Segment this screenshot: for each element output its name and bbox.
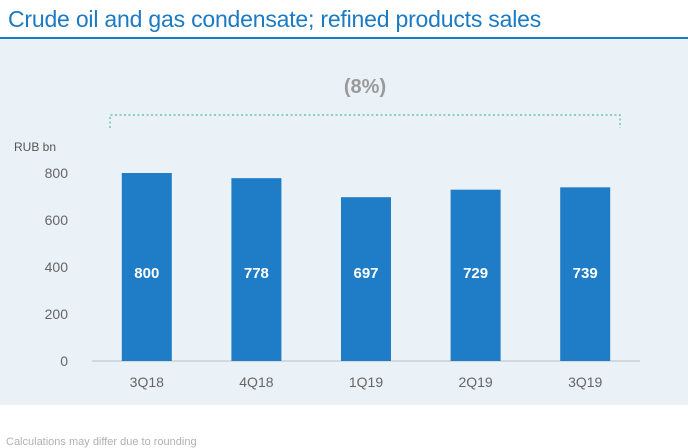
bar-4q18 xyxy=(231,178,282,361)
bar-2q19 xyxy=(450,189,501,361)
bar-value-label: 800 xyxy=(134,265,159,282)
bar-value-label: 697 xyxy=(353,265,378,282)
bar-1q19 xyxy=(341,197,391,361)
x-category-label: 2Q19 xyxy=(458,374,492,390)
y-tick-label: 200 xyxy=(45,306,69,322)
bar-value-label: 729 xyxy=(463,265,488,282)
y-tick-label: 400 xyxy=(45,259,69,275)
page-title: Crude oil and gas condensate; refined pr… xyxy=(8,6,541,32)
bar-3q19 xyxy=(560,187,611,361)
y-tick-label: 600 xyxy=(45,212,69,228)
x-category-label: 3Q18 xyxy=(130,374,164,390)
bar-3q18 xyxy=(121,173,172,361)
change-annotation: (8%) xyxy=(344,76,386,98)
bar-value-label: 739 xyxy=(573,265,598,282)
change-bracket xyxy=(109,114,621,128)
y-tick-label: 800 xyxy=(45,165,69,181)
y-axis-unit-label: RUB bn xyxy=(14,140,56,154)
bar-value-label: 778 xyxy=(244,265,269,282)
footnote: Calculations may differ due to rounding xyxy=(6,436,197,448)
y-tick-label: 0 xyxy=(60,353,68,369)
x-category-label: 1Q19 xyxy=(349,374,383,390)
x-category-label: 3Q19 xyxy=(568,374,602,390)
title-rule xyxy=(0,37,688,39)
x-category-label: 4Q18 xyxy=(239,374,273,390)
